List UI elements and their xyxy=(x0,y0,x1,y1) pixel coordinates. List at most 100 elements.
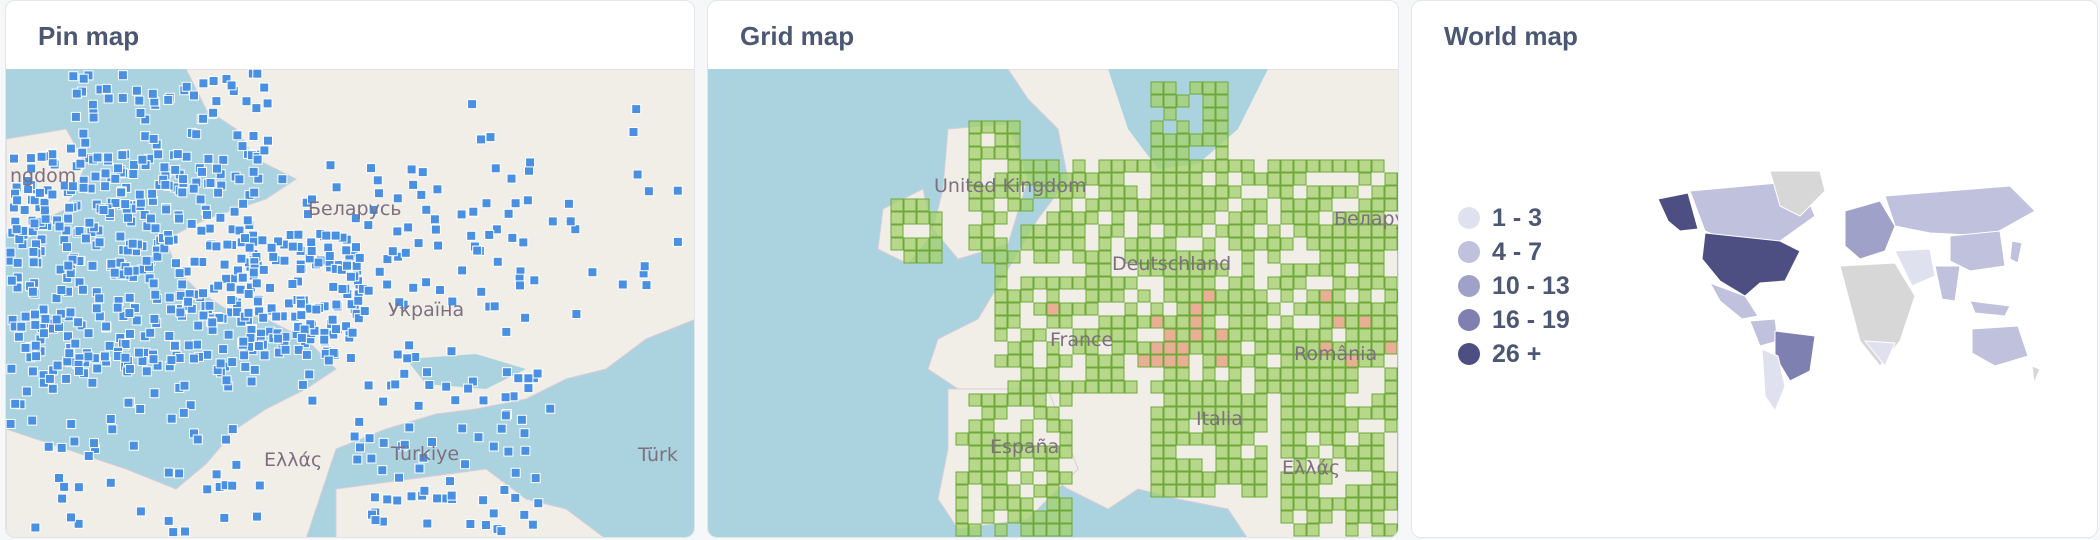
pin-marker[interactable] xyxy=(207,317,218,328)
grid-cell[interactable] xyxy=(1033,328,1047,342)
grid-cell[interactable] xyxy=(955,523,969,537)
grid-cell[interactable] xyxy=(1150,315,1164,329)
grid-cell[interactable] xyxy=(1306,224,1320,238)
grid-cell[interactable] xyxy=(1150,419,1164,433)
grid-cell[interactable] xyxy=(1176,198,1190,212)
grid-cell[interactable] xyxy=(1059,497,1073,511)
pin-marker[interactable] xyxy=(16,321,27,332)
grid-cell[interactable] xyxy=(1319,497,1333,511)
grid-cell[interactable] xyxy=(1228,185,1242,199)
pin-marker[interactable] xyxy=(188,353,199,364)
pin-marker[interactable] xyxy=(115,231,126,242)
grid-cell[interactable] xyxy=(1293,406,1307,420)
grid-cell[interactable] xyxy=(1124,380,1138,394)
grid-cell[interactable] xyxy=(1072,185,1086,199)
grid-cell[interactable] xyxy=(1280,185,1294,199)
grid-cell[interactable] xyxy=(1384,497,1398,511)
grid-cell[interactable] xyxy=(1098,328,1112,342)
grid-cell[interactable] xyxy=(1332,302,1346,316)
grid-cell[interactable] xyxy=(1254,380,1268,394)
grid-cell[interactable] xyxy=(1033,237,1047,251)
grid-cell[interactable] xyxy=(1163,471,1177,485)
grid-cell[interactable] xyxy=(1371,406,1385,420)
grid-cell[interactable] xyxy=(1358,445,1372,459)
grid-cell[interactable] xyxy=(1215,198,1229,212)
grid-cell[interactable] xyxy=(1254,419,1268,433)
grid-cell[interactable] xyxy=(1189,432,1203,446)
grid-cell[interactable] xyxy=(1241,406,1255,420)
grid-cell[interactable] xyxy=(929,211,943,225)
grid-cell[interactable] xyxy=(1228,211,1242,225)
grid-cell[interactable] xyxy=(1228,432,1242,446)
grid-cell[interactable] xyxy=(1306,341,1320,355)
country-china[interactable] xyxy=(1949,230,2006,272)
grid-cell[interactable] xyxy=(1202,328,1216,342)
grid-cell[interactable] xyxy=(1150,133,1164,147)
pin-marker[interactable] xyxy=(218,154,229,165)
grid-cell[interactable] xyxy=(1098,159,1112,173)
pin-marker[interactable] xyxy=(70,111,81,122)
pin-marker[interactable] xyxy=(307,395,318,406)
pin-marker[interactable] xyxy=(211,241,222,252)
grid-cell[interactable] xyxy=(1163,198,1177,212)
grid-cell[interactable] xyxy=(1215,133,1229,147)
pin-marker[interactable] xyxy=(180,526,190,537)
pin-marker[interactable] xyxy=(617,279,628,290)
pin-marker[interactable] xyxy=(127,238,138,249)
pin-marker[interactable] xyxy=(366,453,377,464)
country-india[interactable] xyxy=(1934,265,1961,302)
grid-cell[interactable] xyxy=(1384,315,1398,329)
grid-cell[interactable] xyxy=(1228,380,1242,394)
grid-cell[interactable] xyxy=(1007,120,1021,134)
grid-cell[interactable] xyxy=(968,172,982,186)
grid-cell[interactable] xyxy=(1241,250,1255,264)
grid-cell[interactable] xyxy=(1267,328,1281,342)
grid-cell[interactable] xyxy=(1215,354,1229,368)
pin-marker[interactable] xyxy=(202,349,213,360)
grid-cell[interactable] xyxy=(916,211,930,225)
pin-marker[interactable] xyxy=(457,265,468,276)
pin-marker[interactable] xyxy=(237,272,248,283)
grid-cell[interactable] xyxy=(1059,315,1073,329)
pin-marker[interactable] xyxy=(238,198,249,209)
grid-cell[interactable] xyxy=(1202,419,1216,433)
grid-cell[interactable] xyxy=(1228,276,1242,290)
grid-cell[interactable] xyxy=(1020,172,1034,186)
grid-cell[interactable] xyxy=(1319,341,1333,355)
grid-cell[interactable] xyxy=(903,250,917,264)
grid-cell[interactable] xyxy=(1280,432,1294,446)
pin-marker[interactable] xyxy=(10,398,21,409)
grid-cell[interactable] xyxy=(1046,510,1060,524)
pin-marker[interactable] xyxy=(238,336,249,347)
grid-cell[interactable] xyxy=(1280,198,1294,212)
grid-cell[interactable] xyxy=(981,458,995,472)
grid-cell[interactable] xyxy=(981,185,995,199)
grid-cell[interactable] xyxy=(1371,185,1385,199)
grid-cell[interactable] xyxy=(1228,458,1242,472)
grid-cell[interactable] xyxy=(1202,484,1216,498)
grid-cell[interactable] xyxy=(1124,237,1138,251)
grid-cell[interactable] xyxy=(1280,159,1294,173)
pin-marker[interactable] xyxy=(404,422,415,433)
pin-marker[interactable] xyxy=(169,340,180,351)
grid-cell[interactable] xyxy=(1176,471,1190,485)
grid-cell[interactable] xyxy=(1202,380,1216,394)
pin-marker[interactable] xyxy=(149,313,160,324)
pin-marker[interactable] xyxy=(90,171,101,182)
grid-cell[interactable] xyxy=(1332,393,1346,407)
grid-cell[interactable] xyxy=(1176,172,1190,186)
pin-marker[interactable] xyxy=(363,285,374,296)
pin-marker[interactable] xyxy=(131,85,142,96)
grid-cell[interactable] xyxy=(1137,250,1151,264)
grid-cell[interactable] xyxy=(1384,380,1398,394)
grid-cell[interactable] xyxy=(916,198,930,212)
pin-marker[interactable] xyxy=(268,251,279,262)
grid-cell[interactable] xyxy=(1293,380,1307,394)
grid-cell[interactable] xyxy=(1241,224,1255,238)
pin-marker[interactable] xyxy=(341,245,352,256)
grid-cell[interactable] xyxy=(1059,276,1073,290)
grid-cell[interactable] xyxy=(1371,224,1385,238)
grid-cell[interactable] xyxy=(1137,263,1151,277)
grid-cell[interactable] xyxy=(1098,198,1112,212)
grid-cell[interactable] xyxy=(1189,185,1203,199)
